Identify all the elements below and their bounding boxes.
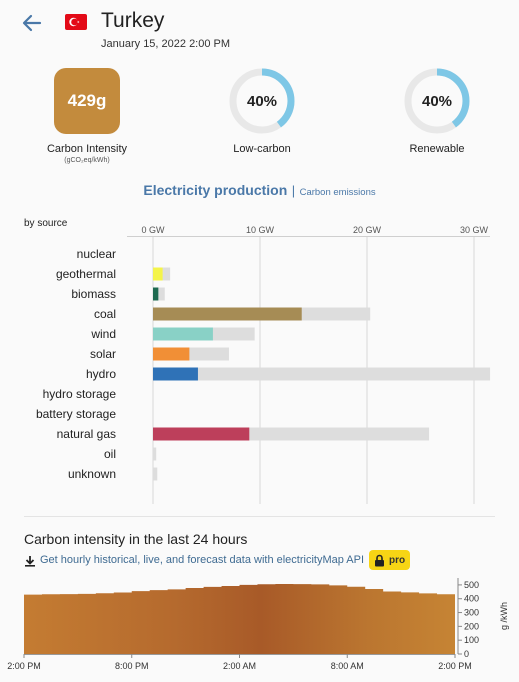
- production-bar-chart: 0 GW 10 GW 20 GW 30 GW nuclear geothermal biom…: [36, 225, 491, 504]
- category-label-natural-gas: natural gas: [57, 427, 116, 441]
- low-carbon-metric: 40% Low-carbon: [197, 68, 327, 155]
- renewable-ring: 40%: [404, 68, 470, 134]
- x-tick-label: 8:00 PM: [115, 661, 149, 671]
- production-bar-wind: [153, 327, 213, 341]
- api-link[interactable]: Get hourly historical, live, and forecas…: [40, 554, 365, 566]
- category-label-hydro-storage: hydro storage: [43, 387, 117, 401]
- low-carbon-ring: 40%: [229, 68, 295, 134]
- low-carbon-ring-arc: [229, 68, 295, 134]
- download-icon: [24, 554, 36, 567]
- y-tick-label: 500: [464, 580, 479, 590]
- electricity-production-tab[interactable]: Electricity production: [143, 182, 288, 198]
- y-tick-label: 100: [464, 635, 479, 645]
- turkey-flag-icon: [65, 14, 87, 30]
- carbon-intensity-badge: 429g: [54, 68, 120, 134]
- section-divider: [24, 516, 495, 517]
- capacity-bar-hydro: [153, 367, 491, 381]
- renewable-label: Renewable: [409, 143, 465, 155]
- category-label-wind: wind: [90, 327, 116, 341]
- x-tick-label: 10 GW: [246, 225, 275, 235]
- lock-icon: [375, 554, 385, 566]
- category-label-oil: oil: [104, 447, 116, 461]
- y-tick-label: 300: [464, 608, 479, 618]
- category-label-unknown: unknown: [68, 467, 116, 481]
- production-bar-geothermal: [153, 267, 163, 281]
- carbon-intensity-24h-chart: 0 100 200 300 400 500 g /kWh 2:00 PM 8:00 PM 2:00…: [7, 578, 509, 671]
- renewable-value: 40%: [421, 92, 453, 110]
- category-label-nuclear: nuclear: [77, 247, 116, 261]
- production-bar-coal: [153, 307, 302, 321]
- category-label-geothermal: geothermal: [56, 267, 116, 281]
- x-tick-label: 0 GW: [141, 225, 165, 235]
- capacity-bar-biomass: [153, 287, 165, 301]
- category-label-coal: coal: [94, 307, 116, 321]
- timestamp: January 15, 2022 2:00 PM: [101, 38, 231, 50]
- x-tick-label: 20 GW: [353, 225, 382, 235]
- y-tick-label: 0: [464, 649, 469, 659]
- category-label-solar: solar: [90, 347, 116, 361]
- low-carbon-label: Low-carbon: [233, 143, 291, 155]
- carbon-intensity-24h-title: Carbon intensity in the last 24 hours: [24, 531, 248, 547]
- zone-header: Turkey January 15, 2022 2:00 PM: [0, 0, 519, 56]
- carbon-intensity-label: Carbon Intensity: [46, 143, 128, 155]
- production-bar-natural-gas: [153, 427, 250, 441]
- production-bar-solar: [153, 347, 190, 361]
- renewable-ring-arc: [404, 68, 470, 134]
- pro-badge[interactable]: pro: [369, 550, 411, 570]
- carbon-emissions-tab[interactable]: Carbon emissions: [299, 187, 376, 198]
- production-bar-hydro: [153, 367, 198, 381]
- x-tick-label: 8:00 AM: [331, 661, 364, 671]
- x-tick-label: 2:00 PM: [7, 661, 41, 671]
- y-tick-label: 400: [464, 594, 479, 604]
- production-emissions-switch: Electricity production | Carbon emission…: [0, 182, 519, 200]
- y-axis-title: g /kWh: [499, 602, 509, 630]
- production-bar-biomass: [153, 287, 159, 301]
- category-label-biomass: biomass: [71, 287, 116, 301]
- mode-separator: |: [291, 183, 296, 198]
- x-tick-label: 2:00 PM: [438, 661, 472, 671]
- y-tick-label: 200: [464, 621, 479, 631]
- renewable-metric: 40% Renewable: [372, 68, 502, 155]
- carbon-intensity-area: [24, 583, 455, 654]
- x-tick-label: 2:00 AM: [223, 661, 256, 671]
- pro-badge-label: pro: [389, 554, 406, 566]
- category-label-hydro: hydro: [86, 367, 116, 381]
- low-carbon-value: 40%: [246, 92, 278, 110]
- country-name: Turkey: [101, 9, 165, 32]
- carbon-intensity-metric: 429g Carbon Intensity (gCO₂eq/kWh): [22, 68, 152, 164]
- capacity-bar-unknown: [153, 467, 158, 481]
- capacity-bar-oil: [153, 447, 157, 461]
- api-link-row: Get hourly historical, live, and forecas…: [24, 550, 411, 570]
- category-label-battery-storage: battery storage: [36, 407, 116, 421]
- by-source-label: by source: [24, 218, 68, 229]
- x-tick-label: 30 GW: [460, 225, 489, 235]
- carbon-intensity-unit: (gCO₂eq/kWh): [64, 157, 110, 164]
- back-arrow-icon[interactable]: [20, 12, 44, 34]
